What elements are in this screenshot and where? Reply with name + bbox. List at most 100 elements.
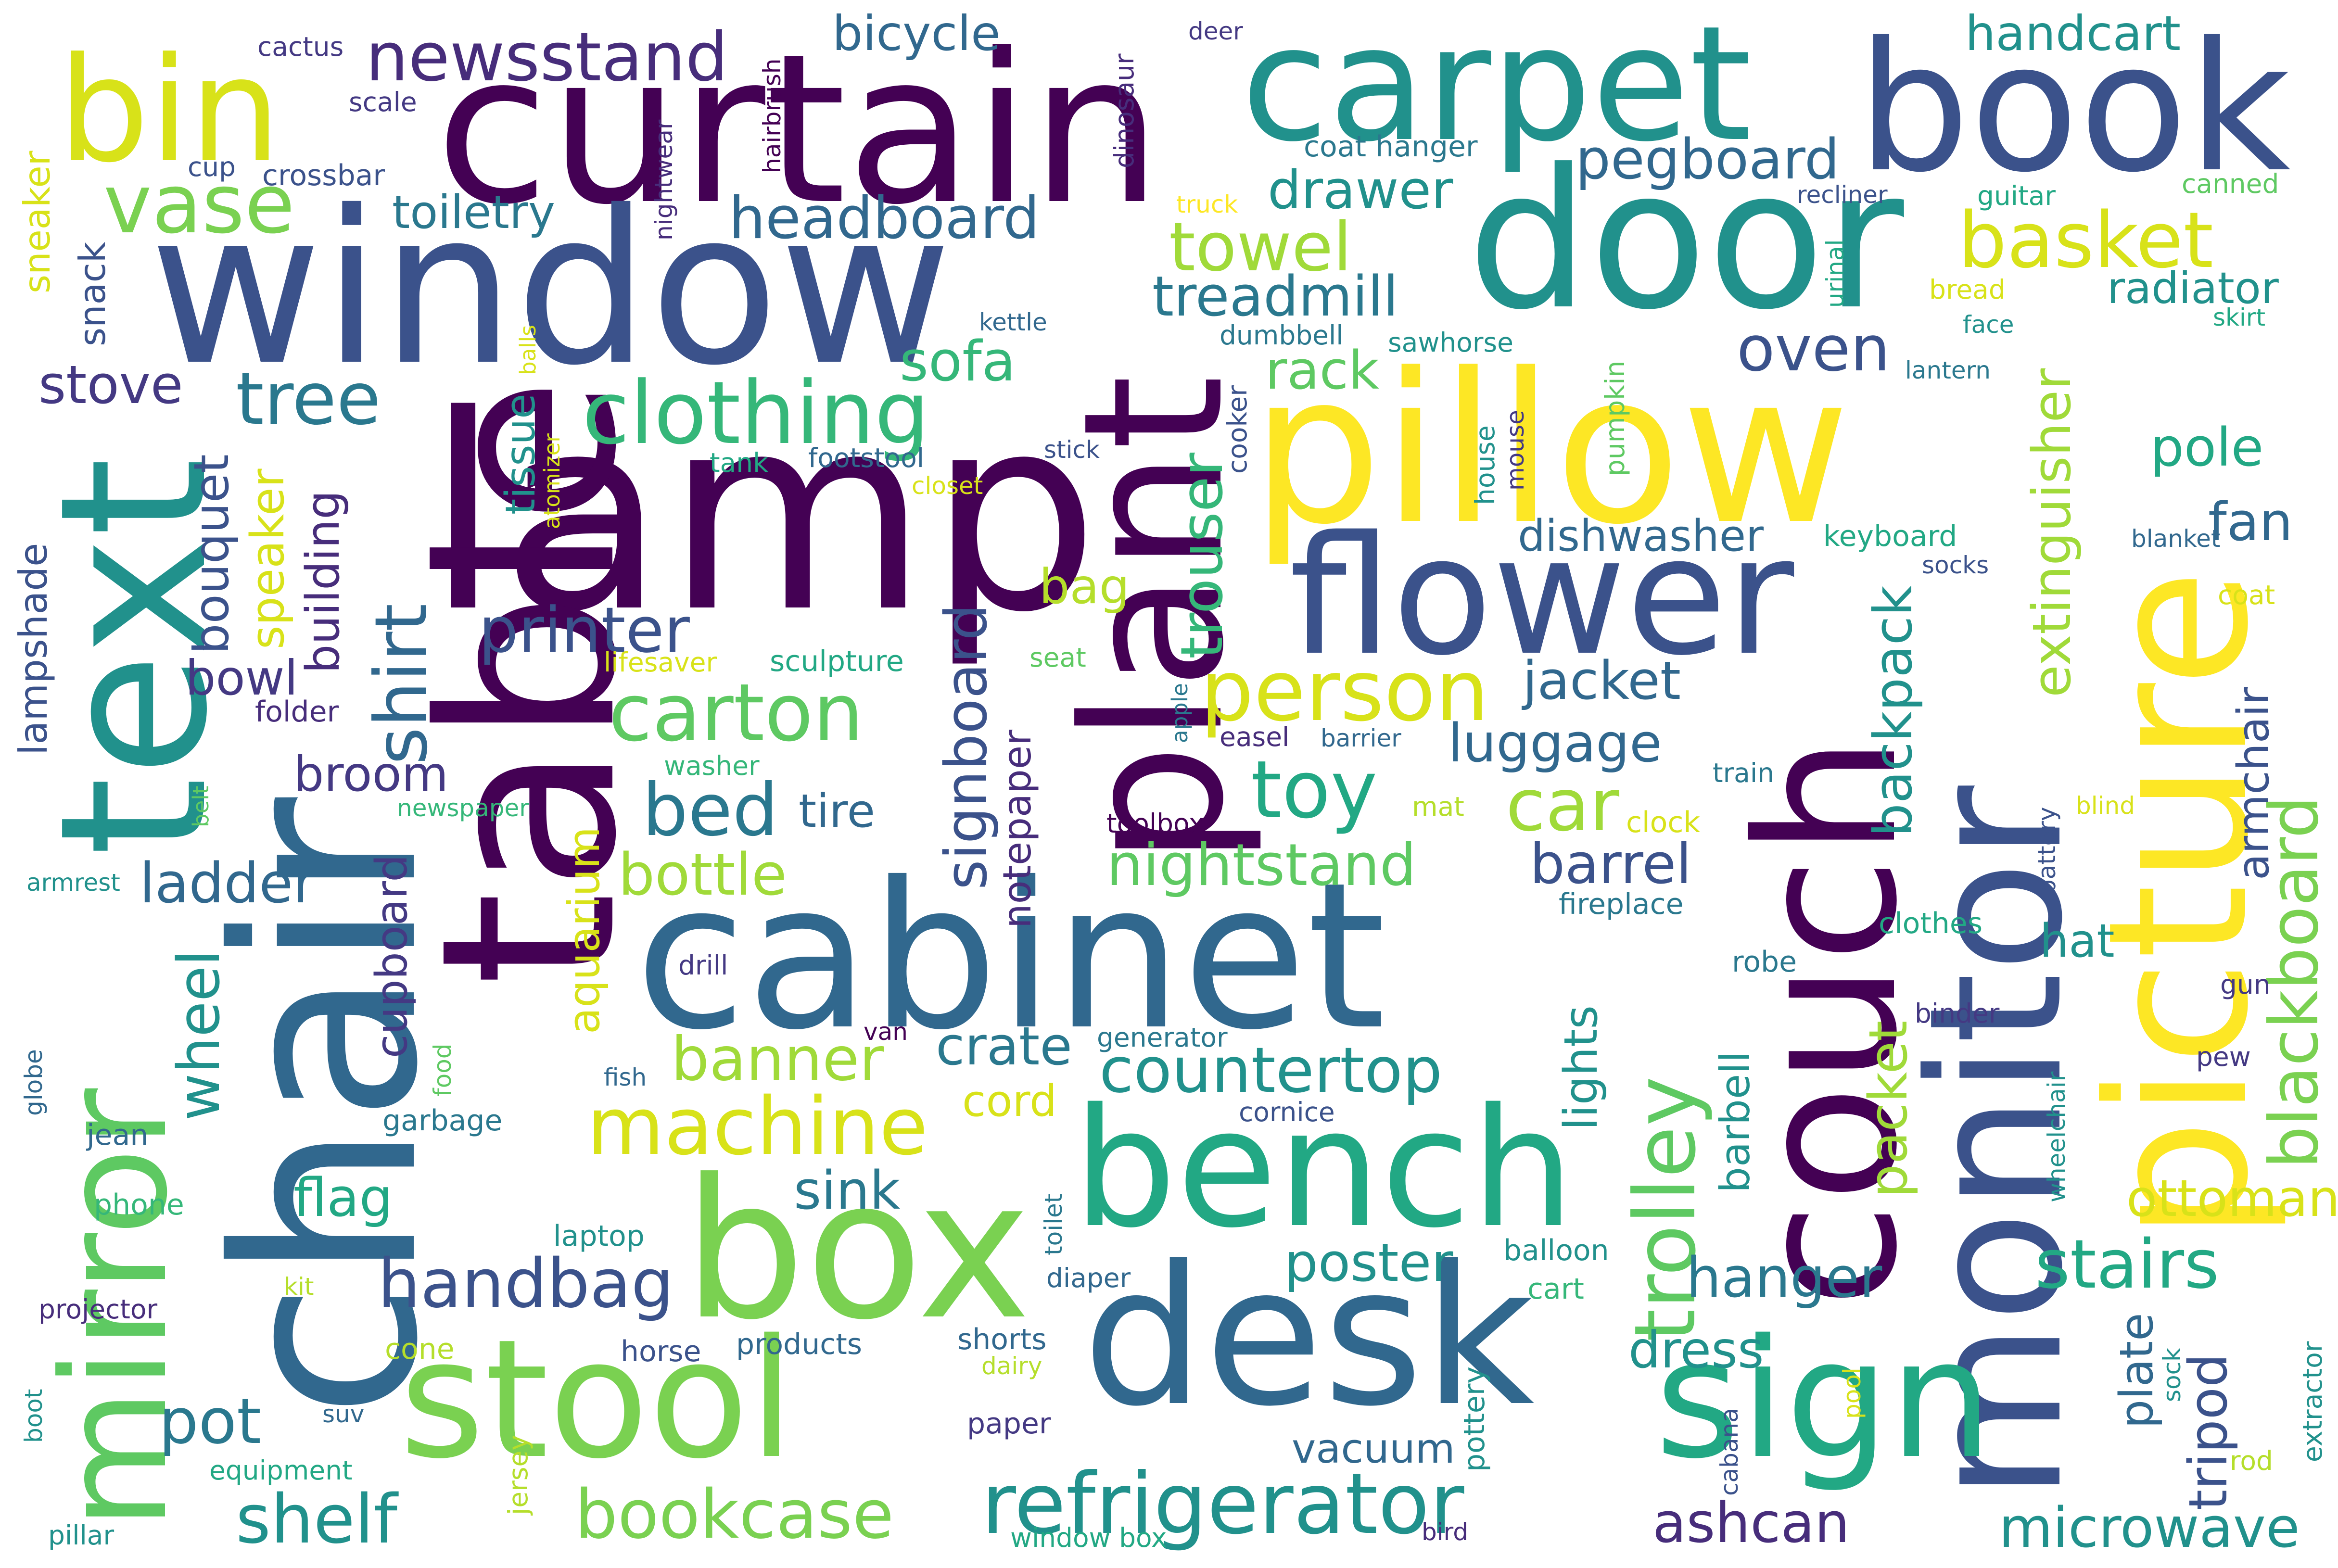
word-fireplace: fireplace	[1559, 887, 1684, 921]
word-cabinet: cabinet	[635, 839, 1386, 1075]
word-guitar: guitar	[1977, 180, 2056, 211]
word-pot: pot	[159, 1385, 262, 1458]
word-paper: paper	[967, 1407, 1051, 1441]
word-nightwear: nightwear	[650, 119, 678, 240]
word-coat: coat	[2218, 580, 2275, 610]
word-crossbar: crossbar	[262, 159, 385, 192]
word-sneaker: sneaker	[16, 151, 58, 293]
word-rod: rod	[2230, 1445, 2273, 1476]
word-sawhorse: sawhorse	[1388, 327, 1513, 358]
word-blanket: blanket	[2131, 525, 2221, 553]
word-house: house	[1470, 425, 1500, 505]
word-scale: scale	[349, 87, 417, 117]
word-vase: vase	[103, 157, 295, 252]
word-packet: packet	[1857, 1020, 1919, 1198]
word-suv: suv	[322, 1400, 365, 1428]
word-balloon: balloon	[1503, 1234, 1609, 1267]
word-building: building	[297, 490, 350, 673]
word-bowl: bowl	[185, 650, 298, 706]
word-globe: globe	[20, 1049, 48, 1116]
word-pottery: pottery	[1458, 1366, 1491, 1472]
word-diaper: diaper	[1046, 1263, 1131, 1293]
word-newsstand: newsstand	[366, 18, 728, 97]
word-barrier: barrier	[1321, 724, 1401, 752]
word-dairy: dairy	[981, 1352, 1042, 1380]
word-cabana: cabana	[1715, 1408, 1743, 1496]
word-hat: hat	[2040, 915, 2115, 968]
word-pegboard: pegboard	[1576, 127, 1840, 192]
word-cornice: cornice	[1239, 1097, 1335, 1127]
word-dress: dress	[1628, 1321, 1764, 1379]
word-easel: easel	[1220, 721, 1290, 752]
word-machine: machine	[587, 1080, 928, 1173]
word-tripod: tripod	[2177, 1353, 2239, 1510]
word-extractor: extractor	[2297, 1341, 2328, 1462]
word-nightstand: nightstand	[1106, 832, 1417, 899]
word-hanger: hanger	[1686, 1246, 1882, 1310]
word-balls: balls	[515, 325, 541, 375]
word-tank: tank	[710, 447, 768, 478]
word-cooker: cooker	[1222, 385, 1253, 474]
word-pumpkin: pumpkin	[1600, 360, 1630, 476]
word-pew: pew	[2196, 1041, 2251, 1072]
word-boot: boot	[20, 1389, 48, 1443]
word-equipment: equipment	[209, 1455, 353, 1486]
word-door: door	[1467, 128, 1904, 352]
word-carton: carton	[609, 667, 864, 759]
word-coat-hanger: coat hanger	[1304, 130, 1478, 164]
word-toolbox: toolbox	[1106, 808, 1205, 839]
word-signboard: signboard	[933, 604, 1000, 890]
word-banner: banner	[671, 1024, 884, 1094]
word-basket: basket	[1958, 195, 2214, 285]
word-notepaper: notepaper	[995, 730, 1040, 928]
word-wheelchair: wheelchair	[2043, 1071, 2071, 1202]
word-garbage: garbage	[382, 1104, 503, 1138]
word-picture: picture	[2067, 569, 2291, 1241]
word-van: van	[864, 1018, 908, 1046]
word-seat: seat	[1029, 642, 1086, 673]
word-poster: poster	[1284, 1232, 1453, 1293]
word-clothing: clothing	[582, 363, 930, 464]
word-microwave: microwave	[1999, 1496, 2300, 1560]
word-socks: socks	[1922, 551, 1989, 579]
word-toiletry: toiletry	[392, 186, 556, 239]
word-carpet: carpet	[1241, 0, 1752, 177]
word-generator: generator	[1097, 1022, 1228, 1053]
word-handbag: handbag	[378, 1245, 674, 1323]
word-laptop: laptop	[553, 1219, 645, 1253]
word-recliner: recliner	[1797, 181, 1888, 209]
word-broom: broom	[293, 746, 449, 802]
word-robe: robe	[1732, 945, 1797, 979]
word-footstool: footstool	[808, 443, 925, 473]
word-shirt: shirt	[360, 603, 444, 765]
word-dishwasher: dishwasher	[1518, 511, 1764, 561]
word-bookcase: bookcase	[575, 1476, 894, 1554]
word-barrel: barrel	[1530, 832, 1692, 897]
word-luggage: luggage	[1448, 712, 1662, 774]
word-desk: desk	[1082, 1225, 1535, 1449]
word-lifesaver: lifesaver	[604, 647, 717, 678]
word-pillar: pillar	[48, 1520, 114, 1551]
word-pillow: pillow	[1251, 329, 1851, 570]
word-book: book	[1857, 5, 2291, 212]
word-blind: blind	[2076, 792, 2135, 820]
word-box: box	[683, 1138, 1031, 1362]
word-cactus: cactus	[257, 31, 344, 62]
word-bouquet: bouquet	[183, 454, 240, 654]
word-bag: bag	[1039, 558, 1130, 615]
word-handcart: handcart	[1965, 5, 2181, 62]
word-car: car	[1506, 764, 1620, 847]
word-fan: fan	[2208, 491, 2293, 553]
word-battery: battery	[2033, 807, 2061, 895]
word-sofa: sofa	[900, 329, 1016, 394]
word-shelf: shelf	[236, 1480, 397, 1559]
word-washer: washer	[664, 750, 760, 781]
word-skirt: skirt	[2213, 303, 2266, 331]
word-deer: deer	[1188, 17, 1243, 45]
word-ashcan: ashcan	[1652, 1491, 1850, 1555]
word-canned: canned	[2182, 168, 2279, 199]
word-shorts: shorts	[957, 1323, 1047, 1356]
word-cone: cone	[385, 1332, 455, 1366]
word-sock: sock	[2158, 1347, 2186, 1402]
word-pool: pool	[1838, 1367, 1866, 1419]
